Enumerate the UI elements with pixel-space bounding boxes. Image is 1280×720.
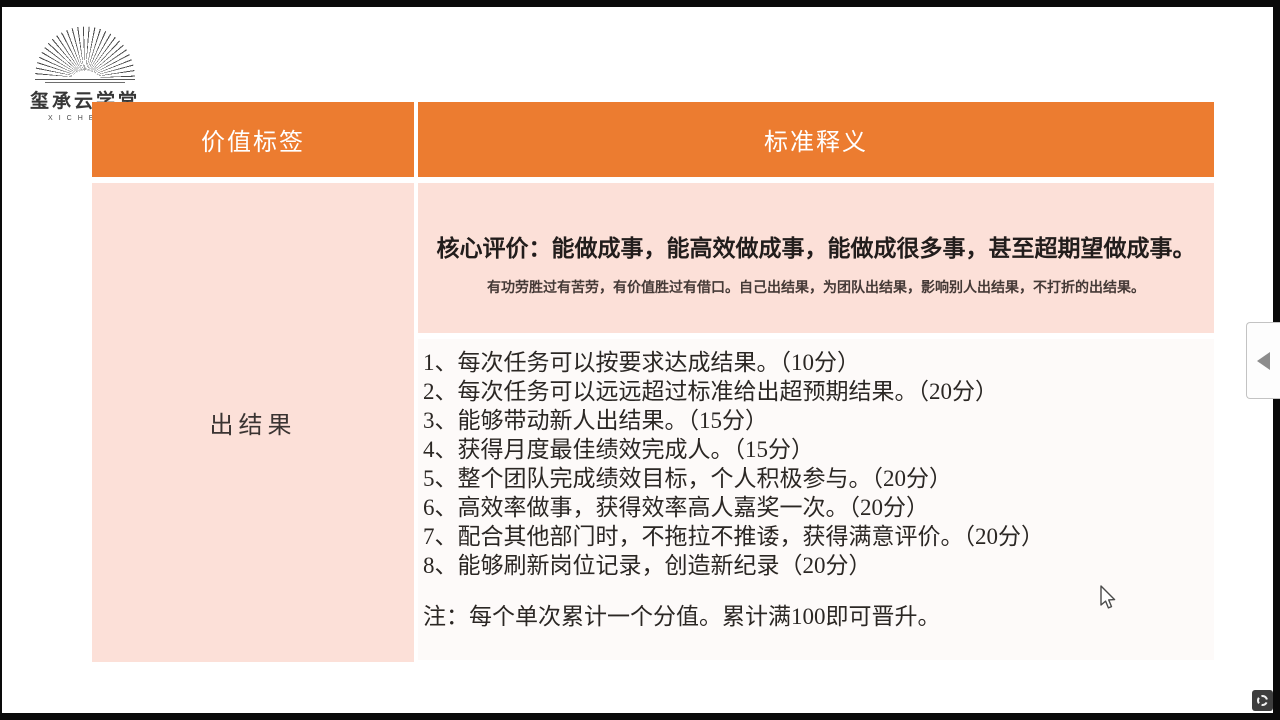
mouse-cursor xyxy=(1100,585,1116,609)
logo-divider xyxy=(45,82,125,83)
core-evaluation-cell: 核心评价：能做成事，能高效做成事，能做成很多事，甚至超期望做成事。 有功劳胜过有… xyxy=(418,183,1214,333)
row-label-cell: 出结果 xyxy=(92,183,414,662)
footnote: 注：每个单次累计一个分值。累计满100即可晋升。 xyxy=(423,604,941,629)
slide-canvas: 玺承云学堂 XICHENG 价值标签 标准释义 出结果 核心评价：能做成事，能高… xyxy=(2,7,1273,713)
scoring-items-cell: 1、每次任务可以按要求达成结果。（10分） 2、每次任务可以远远超过标准给出超预… xyxy=(418,339,1214,660)
row-label-text: 出结果 xyxy=(209,413,297,439)
scoring-item-8: 8、能够刷新岗位记录，创造新纪录（20分） xyxy=(423,553,872,578)
table-header-standard-definition: 标准释义 xyxy=(418,102,1214,177)
scoring-item-2: 2、每次任务可以远远超过标准给出超预期结果。（20分） xyxy=(423,379,998,404)
logo-divider xyxy=(35,79,135,80)
collapse-panel-tab[interactable] xyxy=(1246,322,1280,399)
core-evaluation-text: 核心评价：能做成事，能高效做成事，能做成很多事，甚至超期望做成事。 xyxy=(436,236,1196,261)
scoring-item-6: 6、高效率做事，获得效率高人嘉奖一次。（20分） xyxy=(423,495,929,520)
scoring-item-4: 4、获得月度最佳绩效完成人。（15分） xyxy=(423,437,814,462)
scoring-item-7: 7、配合其他部门时，不拖拉不推诿，获得满意评价。（20分） xyxy=(423,524,1044,549)
scoring-item-3: 3、能够带动新人出结果。（15分） xyxy=(423,408,768,433)
left-arrow-icon xyxy=(1257,351,1270,370)
settings-button[interactable] xyxy=(1252,690,1273,711)
scoring-item-1: 1、每次任务可以按要求达成结果。（10分） xyxy=(423,350,860,375)
table-header-value-label: 价值标签 xyxy=(92,102,414,177)
core-evaluation-subnote: 有功劳胜过有苦劳，有价值胜过有借口。自己出结果，为团队出结果，影响别人出结果，不… xyxy=(487,281,1145,296)
brand-name-en: XICHENG xyxy=(48,115,122,122)
fan-logo-icon xyxy=(35,26,135,78)
gear-icon xyxy=(1257,695,1268,706)
scoring-item-5: 5、整个团队完成绩效目标，个人积极参与。（20分） xyxy=(423,466,952,491)
